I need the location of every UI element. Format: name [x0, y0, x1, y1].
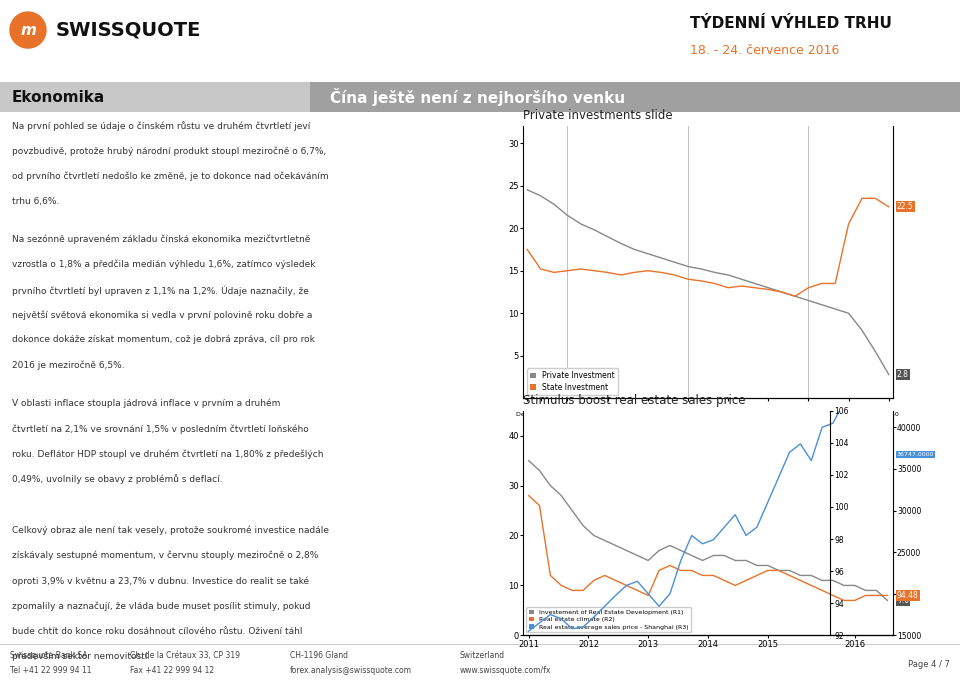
- Text: 7.0: 7.0: [897, 596, 909, 605]
- Text: získávaly sestupné momentum, v červnu stouply meziročně o 2,8%: získávaly sestupné momentum, v červnu st…: [12, 551, 319, 560]
- Text: TÝDENNÍ VÝHLED TRHU: TÝDENNÍ VÝHLED TRHU: [690, 16, 892, 31]
- Text: Switzerland: Switzerland: [460, 651, 505, 660]
- Text: 18. - 24. července 2016: 18. - 24. července 2016: [690, 44, 839, 57]
- Text: bude chtít do konce roku dosáhnout cílového růstu. Oživení táhl: bude chtít do konce roku dosáhnout cílov…: [12, 627, 303, 635]
- Text: www.swissquote.com/fx: www.swissquote.com/fx: [460, 666, 551, 675]
- Text: 0,49%, uvolnily se obavy z problémů s deflací.: 0,49%, uvolnily se obavy z problémů s de…: [12, 475, 223, 484]
- Text: Na první pohled se údaje o čínském růstu ve druhém čtvrtletí jeví: Na první pohled se údaje o čínském růstu…: [12, 121, 311, 131]
- Text: 2.8: 2.8: [897, 370, 909, 379]
- Text: 2016: 2016: [855, 445, 875, 454]
- Text: CH-1196 Gland: CH-1196 Gland: [290, 651, 348, 660]
- Text: trhu 6,6%.: trhu 6,6%.: [12, 197, 60, 206]
- Bar: [0, 82, 310, 112]
- Text: čtvrtletí na 2,1% ve srovnání 1,5% v posledním čtvrtletí loňského: čtvrtletí na 2,1% ve srovnání 1,5% v pos…: [12, 424, 309, 434]
- Text: 36747.0000: 36747.0000: [897, 452, 934, 457]
- Text: Stimulus boost real estate sales price: Stimulus boost real estate sales price: [523, 394, 746, 407]
- Text: Fax +41 22 999 94 12: Fax +41 22 999 94 12: [130, 666, 214, 675]
- Circle shape: [10, 12, 46, 48]
- Text: největší světová ekonomika si vedla v první polovině roku dobře a: největší světová ekonomika si vedla v pr…: [12, 311, 313, 320]
- Text: Celkový obraz ale není tak vesely, protože soukromé investice nadále: Celkový obraz ale není tak vesely, proto…: [12, 526, 329, 535]
- Text: 2016 je meziročně 6,5%.: 2016 je meziročně 6,5%.: [12, 361, 125, 370]
- Text: Na sezónně upraveném základu čínská ekonomika mezičtvrtletně: Na sezónně upraveném základu čínská ekon…: [12, 235, 311, 244]
- Text: Page 4 / 7: Page 4 / 7: [908, 660, 950, 669]
- Text: 22.5: 22.5: [897, 202, 914, 211]
- Text: povzbudivě, protože hrubý národní produkt stoupl meziročně o 6,7%,: povzbudivě, protože hrubý národní produk…: [12, 146, 326, 156]
- Legend: Investement of Real Estate Development (R1), Real estate climate (R2), Real esta: Investement of Real Estate Development (…: [526, 607, 691, 632]
- Text: 2014: 2014: [621, 445, 640, 454]
- Text: oproti 3,9% v květnu a 23,7% v dubnu. Investice do realit se také: oproti 3,9% v květnu a 23,7% v dubnu. In…: [12, 576, 310, 586]
- Text: roku. Deflátor HDP stoupl ve druhém čtvrtletí na 1,80% z předešlých: roku. Deflátor HDP stoupl ve druhém čtvr…: [12, 449, 324, 459]
- Text: dokonce dokáže získat momentum, což je dobrá zpráva, cíl pro rok: dokonce dokáže získat momentum, což je d…: [12, 336, 315, 345]
- Text: SWISSQUOTE: SWISSQUOTE: [56, 20, 202, 39]
- Text: Swissquote Bank SA: Swissquote Bank SA: [10, 651, 87, 660]
- Bar: [310, 82, 960, 112]
- Text: především sektor nemovitostí.: především sektor nemovitostí.: [12, 652, 151, 661]
- Text: V oblasti inflace stoupla jádrová inflace v prvním a druhém: V oblasti inflace stoupla jádrová inflac…: [12, 399, 281, 409]
- Text: zpomalily a naznačují, že vláda bude muset posílit stimuly, pokud: zpomalily a naznačují, že vláda bude mus…: [12, 601, 311, 611]
- Text: Čína ještě není z nejhoršího venku: Čína ještě není z nejhoršího venku: [330, 88, 625, 106]
- Text: Tel +41 22 999 94 11: Tel +41 22 999 94 11: [10, 666, 91, 675]
- Text: vzrostla o 1,8% a předčila medián výhledu 1,6%, zatímco výsledek: vzrostla o 1,8% a předčila medián výhled…: [12, 260, 316, 270]
- Legend: Private Investment, State Investment: Private Investment, State Investment: [527, 368, 618, 394]
- Text: Ekonomika: Ekonomika: [12, 89, 106, 105]
- Text: 2015: 2015: [741, 445, 760, 454]
- Text: 94.48: 94.48: [897, 591, 919, 600]
- Text: m: m: [20, 22, 36, 37]
- Text: od prvního čtvrtletí nedošlo ke změně, je to dokonce nad očekáváním: od prvního čtvrtletí nedošlo ke změně, j…: [12, 172, 329, 181]
- Text: 2013: 2013: [534, 445, 553, 454]
- Text: forex.analysis@swissquote.com: forex.analysis@swissquote.com: [290, 666, 412, 675]
- Text: prvního čtvrtletí byl upraven z 1,1% na 1,2%. Údaje naznačily, že: prvního čtvrtletí byl upraven z 1,1% na …: [12, 285, 309, 296]
- Text: Private investments slide: Private investments slide: [523, 109, 673, 122]
- Text: Ch. de la Crétaux 33, CP 319: Ch. de la Crétaux 33, CP 319: [130, 651, 240, 660]
